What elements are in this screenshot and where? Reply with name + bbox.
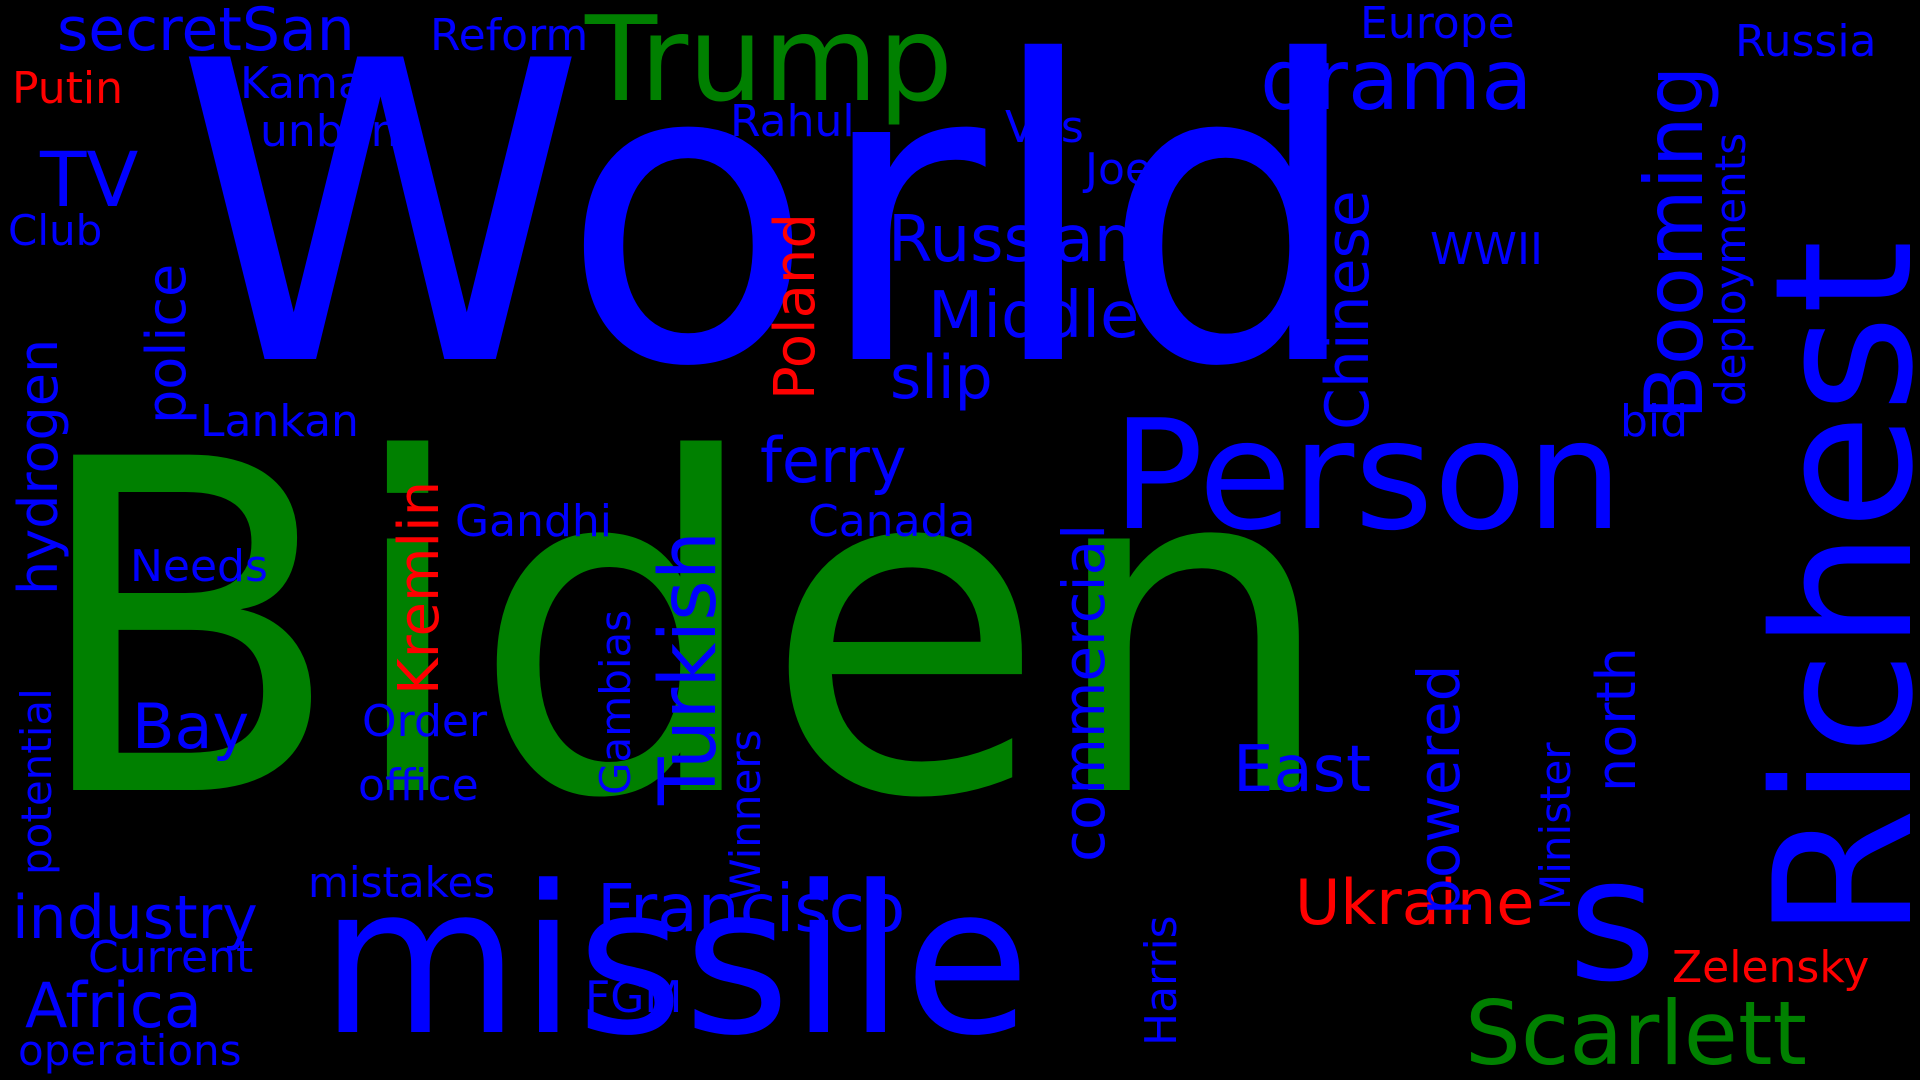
word-s: s: [1568, 822, 1657, 1020]
word-gandhi: Gandhi: [455, 496, 612, 547]
word-canada: Canada: [808, 496, 976, 547]
word-office: office: [358, 760, 479, 811]
word-reform: Reform: [430, 10, 589, 61]
word-joe: Joe: [1085, 144, 1152, 195]
word-vps: VPs: [1005, 102, 1084, 153]
word-powered: powered: [1405, 664, 1473, 916]
word-ferry: ferry: [760, 424, 907, 497]
word-club: Club: [8, 206, 103, 255]
word-north: north: [1585, 647, 1648, 792]
word-secretsan: secretSan: [57, 0, 355, 65]
word-police: police: [135, 263, 198, 424]
word-unban: unban: [260, 106, 399, 157]
word-tv: TV: [40, 135, 139, 224]
word-africa: Africa: [25, 969, 202, 1042]
word-booming: Booming: [1628, 65, 1721, 420]
word-europe: Europe: [1360, 0, 1515, 49]
word-world: World: [175, 0, 1365, 457]
word-poland: Poland: [763, 213, 828, 400]
word-potential: potential: [12, 688, 61, 875]
word-operations: operations: [18, 1026, 242, 1075]
word-slip: slip: [890, 343, 993, 413]
word-richest: Richest: [1734, 239, 1920, 940]
word-industry: industry: [12, 883, 258, 953]
word-francisco: Francisco: [597, 870, 906, 947]
word-winners: Winners: [721, 729, 770, 900]
word-rahul: Rahul: [730, 96, 855, 147]
word-needs: Needs: [130, 541, 268, 592]
word-missile: missile: [320, 843, 1031, 1080]
word-turkish: Turkish: [644, 530, 734, 805]
word-mistakes: mistakes: [308, 858, 496, 907]
word-kamala: Kamala: [240, 58, 405, 109]
word-east: East: [1233, 733, 1372, 807]
word-kremlin: Kremlin: [387, 480, 452, 695]
word-deployments: deployments: [1706, 132, 1755, 406]
word-harris: Harris: [1136, 915, 1187, 1046]
word-minister: Minister: [1531, 742, 1580, 910]
word-biden: Biden: [28, 364, 1338, 899]
word-fgm: FGM: [585, 972, 683, 1023]
word-scarlett: Scarlett: [1465, 982, 1807, 1080]
word-wwii: WWII: [1430, 224, 1543, 275]
word-bay: Bay: [132, 690, 250, 763]
word-ukraine: Ukraine: [1295, 866, 1535, 939]
word-chinese: Chinese: [1313, 190, 1383, 430]
word-russia: Russia: [1735, 16, 1877, 67]
word-person: Person: [1112, 387, 1623, 564]
word-trump: Trump: [585, 0, 953, 128]
word-lankan: Lankan: [200, 396, 359, 447]
word-russian: Russian: [888, 203, 1135, 277]
word-current: Current: [88, 932, 254, 983]
word-hydrogen: hydrogen: [7, 338, 70, 595]
word-commercial: commercial: [1050, 523, 1118, 862]
word-putin: Putin: [12, 63, 124, 114]
word-drama: drama: [1260, 31, 1533, 129]
word-bid: bid: [1620, 396, 1689, 447]
word-middle: Middle: [928, 279, 1140, 353]
word-gambias: Gambias: [591, 609, 640, 795]
word-zelensky: Zelensky: [1672, 942, 1870, 993]
word-order: Order: [362, 696, 488, 747]
